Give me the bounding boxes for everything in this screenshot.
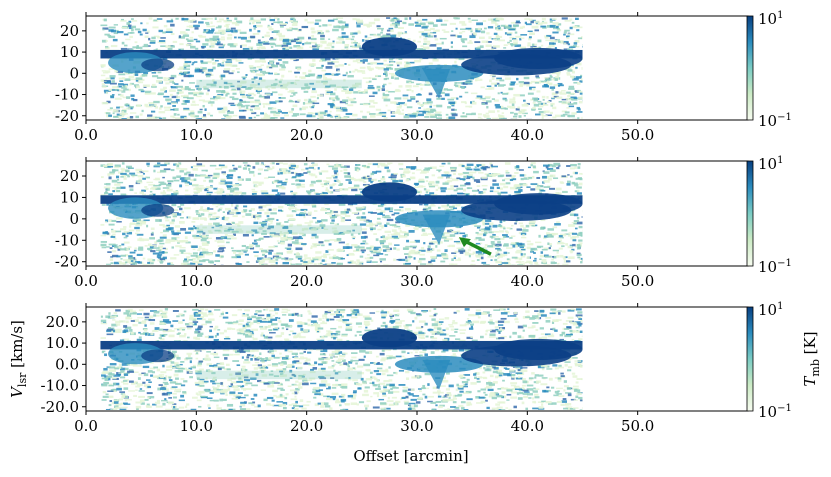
y-tick-label: 20 — [60, 167, 79, 185]
y-tick-label: 0.0 — [55, 355, 79, 373]
colorbar-max-label: 101 — [758, 155, 783, 173]
y-tick-label: -10 — [55, 231, 79, 249]
y-tick-label: 20 — [60, 22, 79, 40]
y-tick-label: 10 — [60, 188, 79, 206]
colorbar-min-label: 10−1 — [758, 403, 792, 421]
x-tick-label: 40.0 — [511, 126, 544, 144]
spectral-map — [100, 17, 583, 119]
x-tick-label: 30.0 — [400, 417, 433, 435]
y-tick-label: -10.0 — [41, 377, 79, 395]
main-ridge — [100, 195, 583, 204]
y-tick-label: 0 — [69, 64, 79, 82]
faint-extension — [196, 79, 362, 89]
x-tick-label: 10.0 — [180, 272, 213, 290]
left-clump — [141, 349, 175, 363]
spectral-map — [100, 308, 583, 410]
panel-middle: 0.0 10.0 20.0 30.0 40.0 50.0 20 10 0 -10 -20 101 10−… — [55, 155, 792, 290]
green-arrow-shaft — [464, 239, 492, 256]
main-ridge — [100, 340, 583, 350]
x-tick-label: 30.0 — [400, 126, 433, 144]
x-axis-label: Offset [arcmin] — [353, 447, 468, 465]
panel-bottom: 0.0 10.0 20.0 30.0 40.0 50.0 20.0 10.0 0.0 -10.0 -… — [8, 301, 822, 435]
y-tick-label: 0 — [69, 210, 79, 228]
x-tick-label: 10.0 — [180, 417, 213, 435]
colorbar — [746, 306, 754, 412]
colorbar-label: Tmb [K] — [801, 331, 822, 386]
x-tick-label: 0.0 — [74, 126, 98, 144]
main-ridge — [100, 49, 583, 59]
colorbar-min-label: 10−1 — [758, 112, 792, 130]
x-tick-label: 50.0 — [621, 272, 654, 290]
x-tick-label: 20.0 — [290, 126, 323, 144]
colorbar — [746, 15, 754, 121]
y-tick-label: -20 — [55, 253, 79, 271]
x-tick-label: 50.0 — [621, 417, 654, 435]
peak-27 — [361, 328, 417, 348]
y-tick-label: 10 — [60, 43, 79, 61]
x-tick-label: 20.0 — [290, 272, 323, 290]
faint-extension — [196, 225, 362, 234]
right-blob-2 — [494, 47, 583, 70]
y-tick-label: -20.0 — [41, 398, 79, 416]
dip-30 — [422, 69, 451, 99]
y-axis-label: Vlsr [km/s] — [8, 320, 29, 398]
panel-top: 0.0 10.0 20.0 30.0 40.0 50.0 20 10 0 -10 -20 101 10−… — [55, 10, 792, 144]
faint-extension — [196, 370, 362, 380]
panels: 0.0 10.0 20.0 30.0 40.0 50.0 20 10 0 -10 -20 101 10−… — [8, 10, 822, 435]
y-tick-label: -20 — [55, 107, 79, 125]
colorbar-min-label: 10−1 — [758, 258, 792, 276]
right-blob-2 — [494, 193, 583, 215]
y-tick-label: 20.0 — [46, 313, 79, 331]
x-tick-label: 0.0 — [74, 417, 98, 435]
emission — [100, 37, 583, 99]
x-tick-label: 40.0 — [511, 417, 544, 435]
dip-30 — [422, 360, 451, 390]
peak-27 — [361, 182, 417, 202]
y-tick-label: 10.0 — [46, 334, 79, 352]
x-tick-label: 0.0 — [74, 272, 98, 290]
spectral-map — [100, 162, 583, 265]
dip-30 — [422, 214, 451, 245]
left-clump — [141, 58, 175, 72]
x-tick-label: 40.0 — [511, 272, 544, 290]
emission — [100, 182, 583, 245]
x-tick-label: 50.0 — [621, 126, 654, 144]
left-clump — [141, 203, 175, 217]
x-tick-label: 30.0 — [400, 272, 433, 290]
peak-27 — [361, 37, 417, 57]
green-arrow-head — [458, 237, 471, 248]
colorbar-max-label: 101 — [758, 10, 783, 28]
x-tick-label: 10.0 — [180, 126, 213, 144]
colorbar — [746, 160, 754, 267]
emission — [100, 328, 583, 390]
x-tick-label: 20.0 — [290, 417, 323, 435]
right-blob-2 — [494, 338, 583, 361]
colorbar-max-label: 101 — [758, 301, 783, 319]
y-tick-label: -10 — [55, 86, 79, 104]
